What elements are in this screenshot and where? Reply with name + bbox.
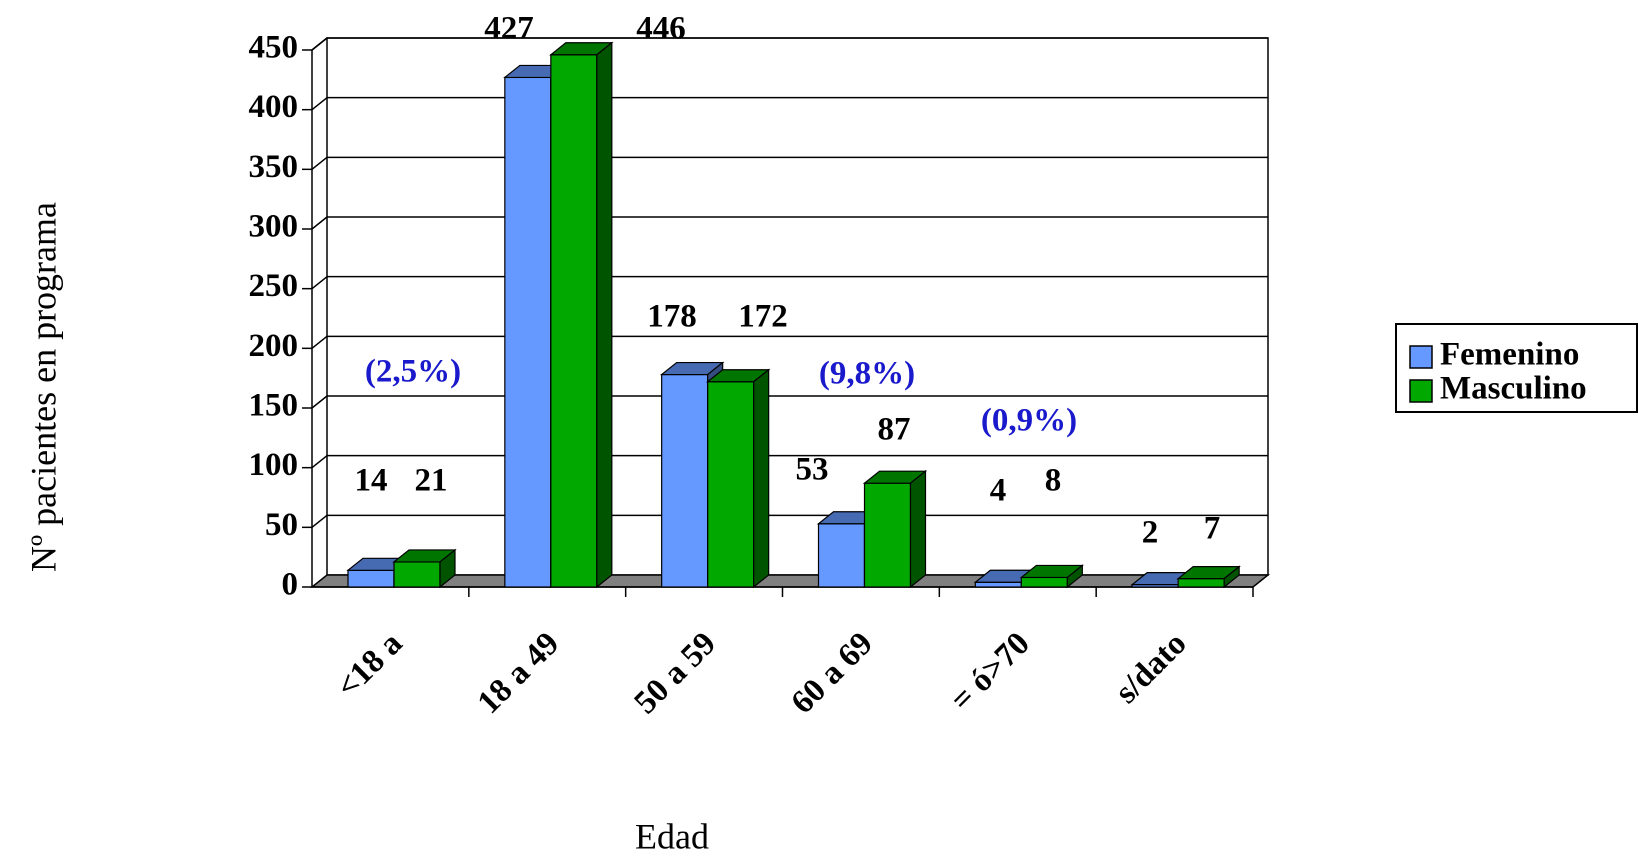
bar: [661, 373, 709, 588]
y-tick-label: 100: [249, 447, 299, 483]
bar: [347, 569, 395, 588]
data-label: 87: [878, 412, 911, 448]
grid-line-side: [311, 455, 328, 469]
bar: [550, 54, 598, 588]
annotation: (2,5%): [365, 354, 461, 390]
grid-line-side: [311, 156, 328, 170]
bar: [863, 482, 912, 588]
y-tick-label: 50: [265, 507, 298, 543]
data-label: 14: [355, 463, 388, 499]
data-label: 172: [738, 299, 788, 335]
bar: [707, 381, 755, 588]
x-tick-label: <18 a: [330, 626, 410, 706]
bar: [817, 523, 866, 588]
bar: [1177, 578, 1225, 588]
bar: [1020, 576, 1068, 588]
bar: [504, 76, 552, 588]
bar-side: [1066, 564, 1083, 589]
y-tick-label: 150: [249, 388, 299, 424]
bar-side: [909, 469, 927, 589]
y-tick-label: 300: [249, 209, 299, 245]
x-tick-label: 50 a 59: [628, 626, 723, 721]
x-tick-label: 18 a 49: [471, 626, 566, 721]
grid-line-side: [311, 97, 328, 111]
bar-side: [596, 41, 613, 589]
y-tick-label: 350: [249, 149, 299, 185]
data-label: 178: [647, 299, 697, 335]
data-label: 21: [415, 463, 448, 499]
bar-side: [1223, 565, 1240, 589]
x-tick-label: 60 a 69: [784, 626, 879, 721]
grid-line-side: [311, 335, 328, 349]
grid-line-side: [311, 395, 328, 409]
bar-side: [753, 368, 770, 589]
annotation: (0,9%): [981, 403, 1077, 439]
data-label: 7: [1204, 511, 1221, 547]
grid-line-side: [311, 276, 328, 290]
x-tick-label: = ó>70: [944, 626, 1037, 719]
data-label: 446: [636, 11, 686, 47]
data-label: 427: [484, 11, 534, 47]
legend-label: Femenino: [1440, 337, 1579, 373]
legend-box: [1395, 323, 1638, 413]
legend-swatch: [1409, 379, 1433, 403]
legend-swatch: [1409, 345, 1433, 369]
x-axis-label: Edad: [635, 816, 709, 856]
grid-line-side: [311, 37, 328, 51]
grid-line-side: [311, 216, 328, 230]
y-tick-label: 0: [282, 567, 299, 603]
floor: [309, 574, 1271, 588]
y-axis-label: Nº pacientes en programa: [23, 202, 63, 572]
data-label: 2: [1142, 515, 1159, 551]
annotation: (9,8%): [819, 356, 915, 392]
bar: [974, 581, 1022, 588]
bar-side: [439, 548, 456, 589]
bar: [393, 561, 441, 588]
data-label: 4: [990, 473, 1007, 509]
back-wall: [326, 37, 1269, 576]
x-tick-label: s/dato: [1108, 626, 1193, 711]
y-tick-label: 250: [249, 268, 299, 304]
legend-label: Masculino: [1440, 371, 1587, 407]
data-label: 53: [796, 452, 829, 488]
data-label: 8: [1045, 463, 1062, 499]
y-tick-label: 400: [249, 89, 299, 125]
y-tick-label: 450: [249, 30, 299, 66]
grid-line-side: [311, 514, 328, 528]
y-tick-label: 200: [249, 328, 299, 364]
